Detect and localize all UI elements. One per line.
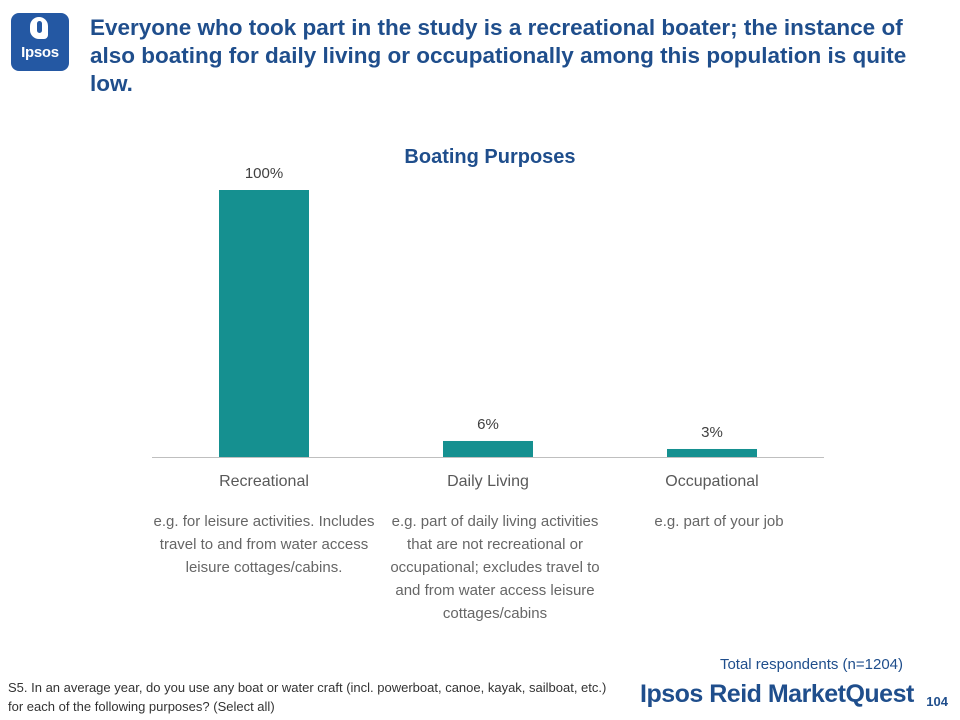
bar-occupational xyxy=(667,448,757,457)
data-label: 6% xyxy=(477,416,499,433)
slide-headline: Everyone who took part in the study is a… xyxy=(90,15,907,96)
category-label: Occupational xyxy=(665,473,758,490)
brand-name: Ipsos Reid MarketQuest xyxy=(640,680,914,708)
description-recreational: e.g. for leisure activities. Includes tr… xyxy=(153,513,375,576)
category-label: Daily Living xyxy=(447,473,529,490)
category-label: Recreational xyxy=(219,473,309,490)
description-daily-living: e.g. part of daily living activities tha… xyxy=(390,513,600,622)
ipsos-logo-text: Ipsos xyxy=(21,44,59,61)
data-label: 100% xyxy=(245,165,283,182)
survey-question-footnote: S5. In an average year, do you use any b… xyxy=(8,680,607,714)
total-respondents: Total respondents (n=1204) xyxy=(719,656,903,673)
ipsos-logo: Ipsos xyxy=(11,13,69,71)
chart-title: Boating Purposes xyxy=(404,146,576,168)
data-label: 3% xyxy=(701,424,723,441)
bar-recreational xyxy=(219,190,309,457)
bar-daily-living xyxy=(443,440,533,457)
ipsos-logo-mark xyxy=(30,17,48,39)
page-number: 104 xyxy=(926,694,948,709)
description-occupational: e.g. part of your job xyxy=(654,513,784,530)
